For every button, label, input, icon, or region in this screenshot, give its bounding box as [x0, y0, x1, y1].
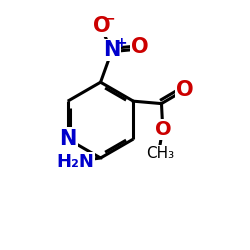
Text: O: O — [131, 37, 149, 57]
Text: −: − — [104, 11, 116, 25]
Text: N: N — [103, 40, 120, 60]
Text: +: + — [115, 36, 127, 50]
Text: N: N — [59, 129, 76, 149]
Text: H₂N: H₂N — [56, 153, 94, 171]
Text: O: O — [155, 120, 172, 139]
Text: O: O — [176, 80, 194, 100]
Text: CH₃: CH₃ — [146, 146, 174, 161]
Text: O: O — [93, 16, 110, 36]
